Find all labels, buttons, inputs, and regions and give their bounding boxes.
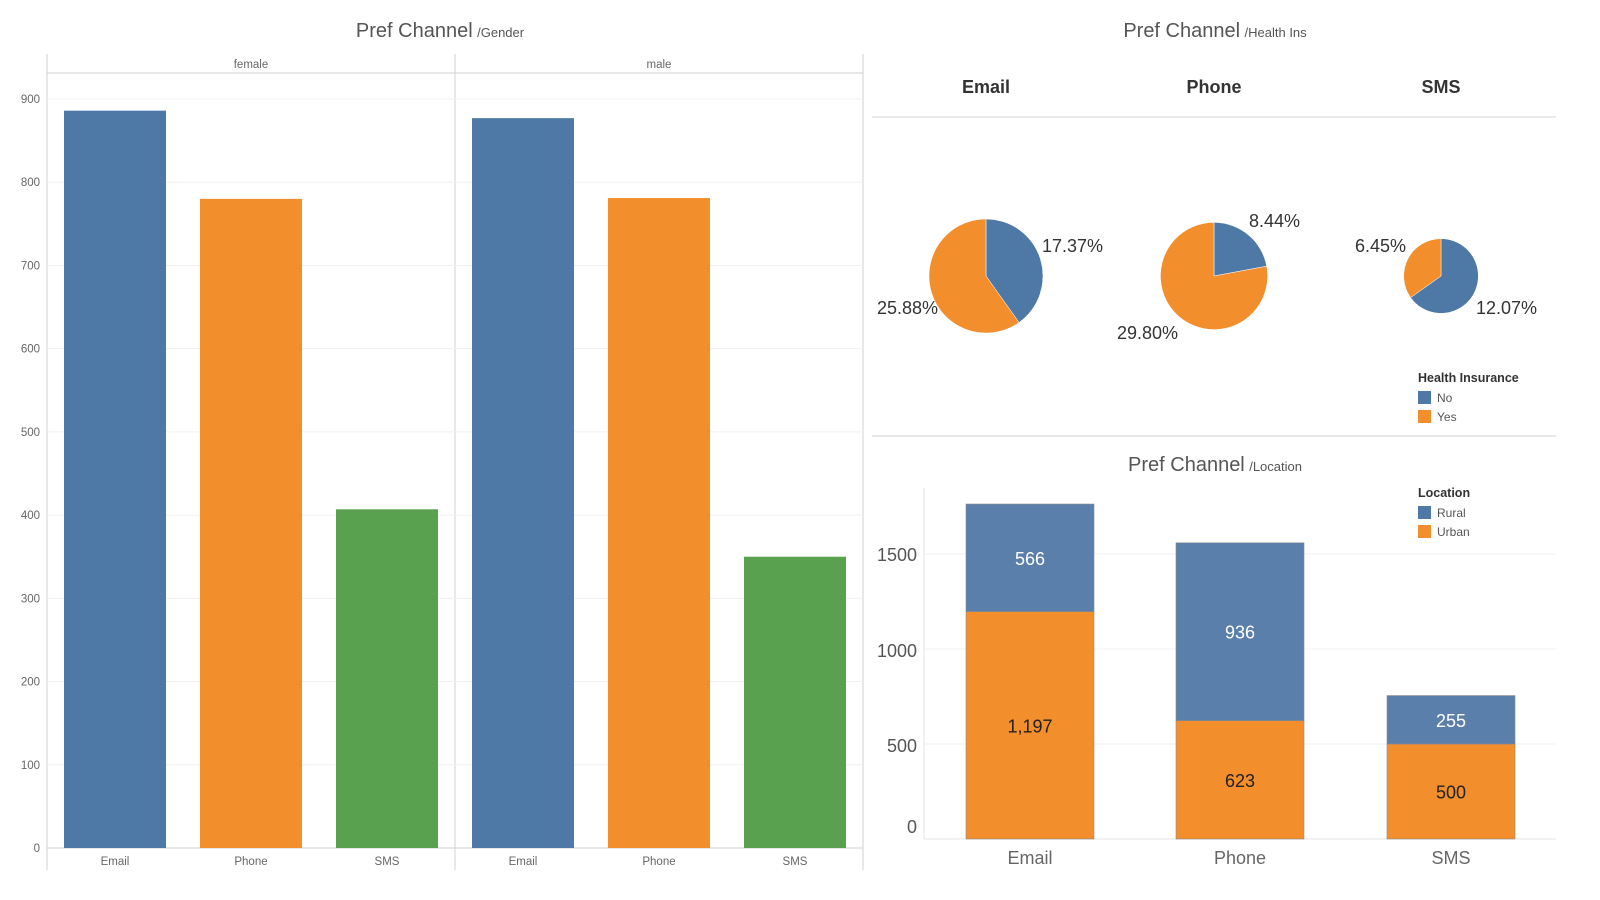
health-column-header-phone: Phone [1186,77,1241,97]
gender-bar-chart: 0 100 200 300 400 500 600 700 800 900 female Email P… [21,54,864,870]
health-insurance-legend: Health Insurance No Yes [1418,371,1519,426]
location-bar-sms-rural[interactable] [1386,695,1516,745]
gender-bar-female-phone[interactable] [200,198,302,848]
gender-bar-female-email[interactable] [64,110,166,848]
location-x-tick-label: Email [1007,848,1052,868]
location-bar-phone-rural[interactable] [1175,542,1305,721]
location-y-tick-label: 0 [907,817,917,837]
pie-label-email-yes: 25.88% [877,298,938,318]
location-legend-label-urban: Urban [1437,524,1470,539]
pie-slice-phone-yes[interactable] [1160,222,1268,330]
pie-slice-phone-no[interactable] [1213,222,1267,277]
gender-x-tick-label: SMS [375,856,400,868]
pie-slice-sms-yes[interactable] [1403,238,1442,298]
location-bar-label-email-rural: 566 [1015,549,1045,569]
location-y-tick-label: 1500 [877,545,917,565]
health-pie-charts: Email Phone SMS 17.37% 25.88% 8.44% 29.80% 12.0… [872,77,1556,437]
health-legend-swatch-no [1418,391,1431,404]
health-column-header-email: Email [962,77,1010,97]
pie-slice-sms-no[interactable] [1410,238,1479,314]
gender-y-tick-label: 200 [21,677,40,689]
location-title-main: Pref Channel [1128,454,1245,476]
location-chart-title: Pref Channel /Location [1020,454,1410,477]
pie-label-email-no: 17.37% [1042,236,1103,256]
gender-bar-male-phone[interactable] [608,198,710,849]
health-legend-item-no[interactable]: No [1418,388,1519,407]
pie-slice-email-yes[interactable] [928,218,1020,334]
location-bar-label-sms-rural: 255 [1436,711,1466,731]
location-title-sub: /Location [1249,459,1302,474]
location-bar-label-phone-urban: 623 [1225,771,1255,791]
gender-x-tick-label: Phone [642,856,675,868]
health-chart-title: Pref Channel /Health Ins [1020,20,1410,43]
location-legend-swatch-urban [1418,525,1431,538]
location-legend-swatch-rural [1418,506,1431,519]
pie-label-sms-no: 12.07% [1476,298,1537,318]
gender-x-tick-label: Phone [234,856,267,868]
gender-facet-header-female: female [234,59,269,71]
gender-y-tick-label: 900 [21,94,40,106]
gender-y-tick-label: 600 [21,344,40,356]
health-title-main: Pref Channel [1123,20,1241,42]
location-bar-email-urban[interactable] [965,611,1095,840]
location-stacked-bar-chart: 0 500 1000 1500 1,197 566 Email 623 936 Phone 500 2… [877,488,1556,868]
gender-y-tick-label: 500 [21,427,40,439]
gender-y-tick-label: 400 [21,510,40,522]
gender-y-tick-label: 800 [21,177,40,189]
health-legend-item-yes[interactable]: Yes [1418,407,1519,426]
location-y-tick-label: 500 [887,736,917,756]
health-title-sub: /Health Ins [1244,25,1307,40]
health-legend-swatch-yes [1418,410,1431,423]
health-legend-title: Health Insurance [1418,371,1519,385]
location-x-tick-label: Phone [1214,848,1266,868]
gender-bar-female-sms[interactable] [336,509,438,848]
gender-x-tick-label: Email [509,856,538,868]
location-bar-phone-urban[interactable] [1175,720,1305,840]
gender-bar-male-sms[interactable] [744,556,846,848]
gender-title-main: Pref Channel [355,20,473,42]
gender-y-tick-label: 300 [21,593,40,605]
gender-y-tick-label: 100 [21,760,40,772]
health-legend-label-no: No [1437,390,1453,405]
location-legend-item-rural[interactable]: Rural [1418,503,1470,522]
location-legend-item-urban[interactable]: Urban [1418,522,1470,541]
gender-chart-title: Pref Channel /Gender [250,20,630,43]
gender-y-tick-label: 0 [34,843,40,855]
gender-x-tick-label: SMS [783,856,808,868]
location-y-tick-label: 1000 [877,641,917,661]
location-bar-label-sms-urban: 500 [1436,783,1466,803]
gender-bar-male-email[interactable] [472,118,574,848]
pie-label-phone-no: 8.44% [1249,211,1300,231]
pie-label-sms-yes: 6.45% [1355,236,1406,256]
health-legend-label-yes: Yes [1437,409,1457,424]
health-column-header-sms: SMS [1421,77,1460,97]
location-bar-email-rural[interactable] [965,503,1095,612]
location-bar-sms-urban[interactable] [1386,743,1516,840]
location-bar-label-phone-rural: 936 [1225,623,1255,643]
location-x-tick-label: SMS [1431,848,1470,868]
gender-title-sub: /Gender [477,25,525,40]
pie-label-phone-yes: 29.80% [1117,323,1178,343]
pie-slice-email-no[interactable] [985,218,1044,323]
gender-x-tick-label: Email [101,856,130,868]
gender-facet-header-male: male [647,59,672,71]
location-legend-title: Location [1418,486,1471,500]
location-legend-label-rural: Rural [1437,505,1466,520]
location-legend: Location Rural Urban [1418,486,1470,541]
location-bar-label-email-urban: 1,197 [1007,716,1052,736]
gender-y-tick-label: 700 [21,260,40,272]
